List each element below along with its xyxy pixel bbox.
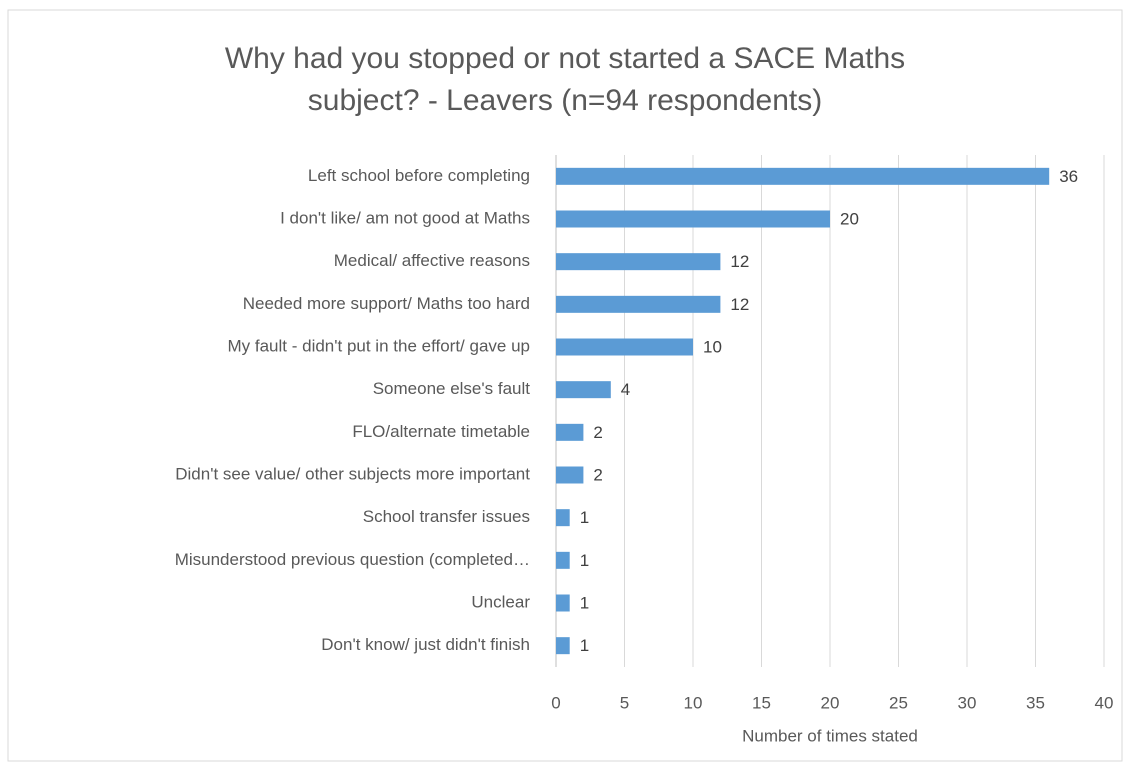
x-tick-label: 40 (1095, 693, 1114, 712)
x-axis-title: Number of times stated (742, 726, 918, 745)
bar (556, 338, 693, 356)
bar (556, 295, 721, 313)
y-tick-label: Someone else's fault (373, 379, 531, 398)
data-label: 4 (621, 380, 630, 399)
x-tick-label: 5 (620, 693, 629, 712)
data-label: 36 (1059, 167, 1078, 186)
y-tick-label: Left school before completing (308, 166, 530, 185)
y-tick-label: Didn't see value/ other subjects more im… (175, 464, 530, 483)
bar (556, 167, 1050, 185)
bar (556, 551, 570, 569)
y-tick-label: I don't like/ am not good at Maths (280, 208, 530, 227)
bar (556, 466, 584, 484)
bar (556, 637, 570, 655)
x-tick-label: 30 (958, 693, 977, 712)
x-tick-label: 35 (1026, 693, 1045, 712)
data-label: 1 (580, 551, 589, 570)
bar (556, 381, 611, 399)
y-tick-label: Don't know/ just didn't finish (321, 635, 530, 654)
x-tick-label: 25 (889, 693, 908, 712)
data-label: 1 (580, 593, 589, 612)
data-label: 10 (703, 337, 722, 356)
chart-title: Why had you stopped or not started a SAC… (224, 42, 906, 117)
bar (556, 509, 570, 527)
y-tick-label: Misunderstood previous question (complet… (175, 550, 530, 569)
bar (556, 253, 721, 271)
x-tick-label: 10 (684, 693, 703, 712)
data-label: 1 (580, 636, 589, 655)
data-label: 20 (840, 209, 859, 228)
x-tick-label: 20 (821, 693, 840, 712)
bar (556, 423, 584, 441)
y-tick-label: School transfer issues (363, 507, 530, 526)
bar (556, 210, 830, 228)
data-label: 12 (730, 295, 749, 314)
data-label: 2 (593, 465, 602, 484)
data-label: 1 (580, 508, 589, 527)
y-tick-label: My fault - didn't put in the effort/ gav… (228, 336, 531, 355)
data-label: 12 (730, 252, 749, 271)
y-tick-label: FLO/alternate timetable (352, 422, 530, 441)
data-label: 2 (593, 423, 602, 442)
x-tick-label: 15 (752, 693, 771, 712)
chart-border (7, 9, 1123, 762)
y-tick-label: Needed more support/ Maths too hard (243, 294, 530, 313)
bar (556, 594, 570, 612)
y-tick-label: Unclear (471, 592, 530, 611)
y-tick-label: Medical/ affective reasons (334, 251, 530, 270)
x-tick-label: 0 (551, 693, 560, 712)
